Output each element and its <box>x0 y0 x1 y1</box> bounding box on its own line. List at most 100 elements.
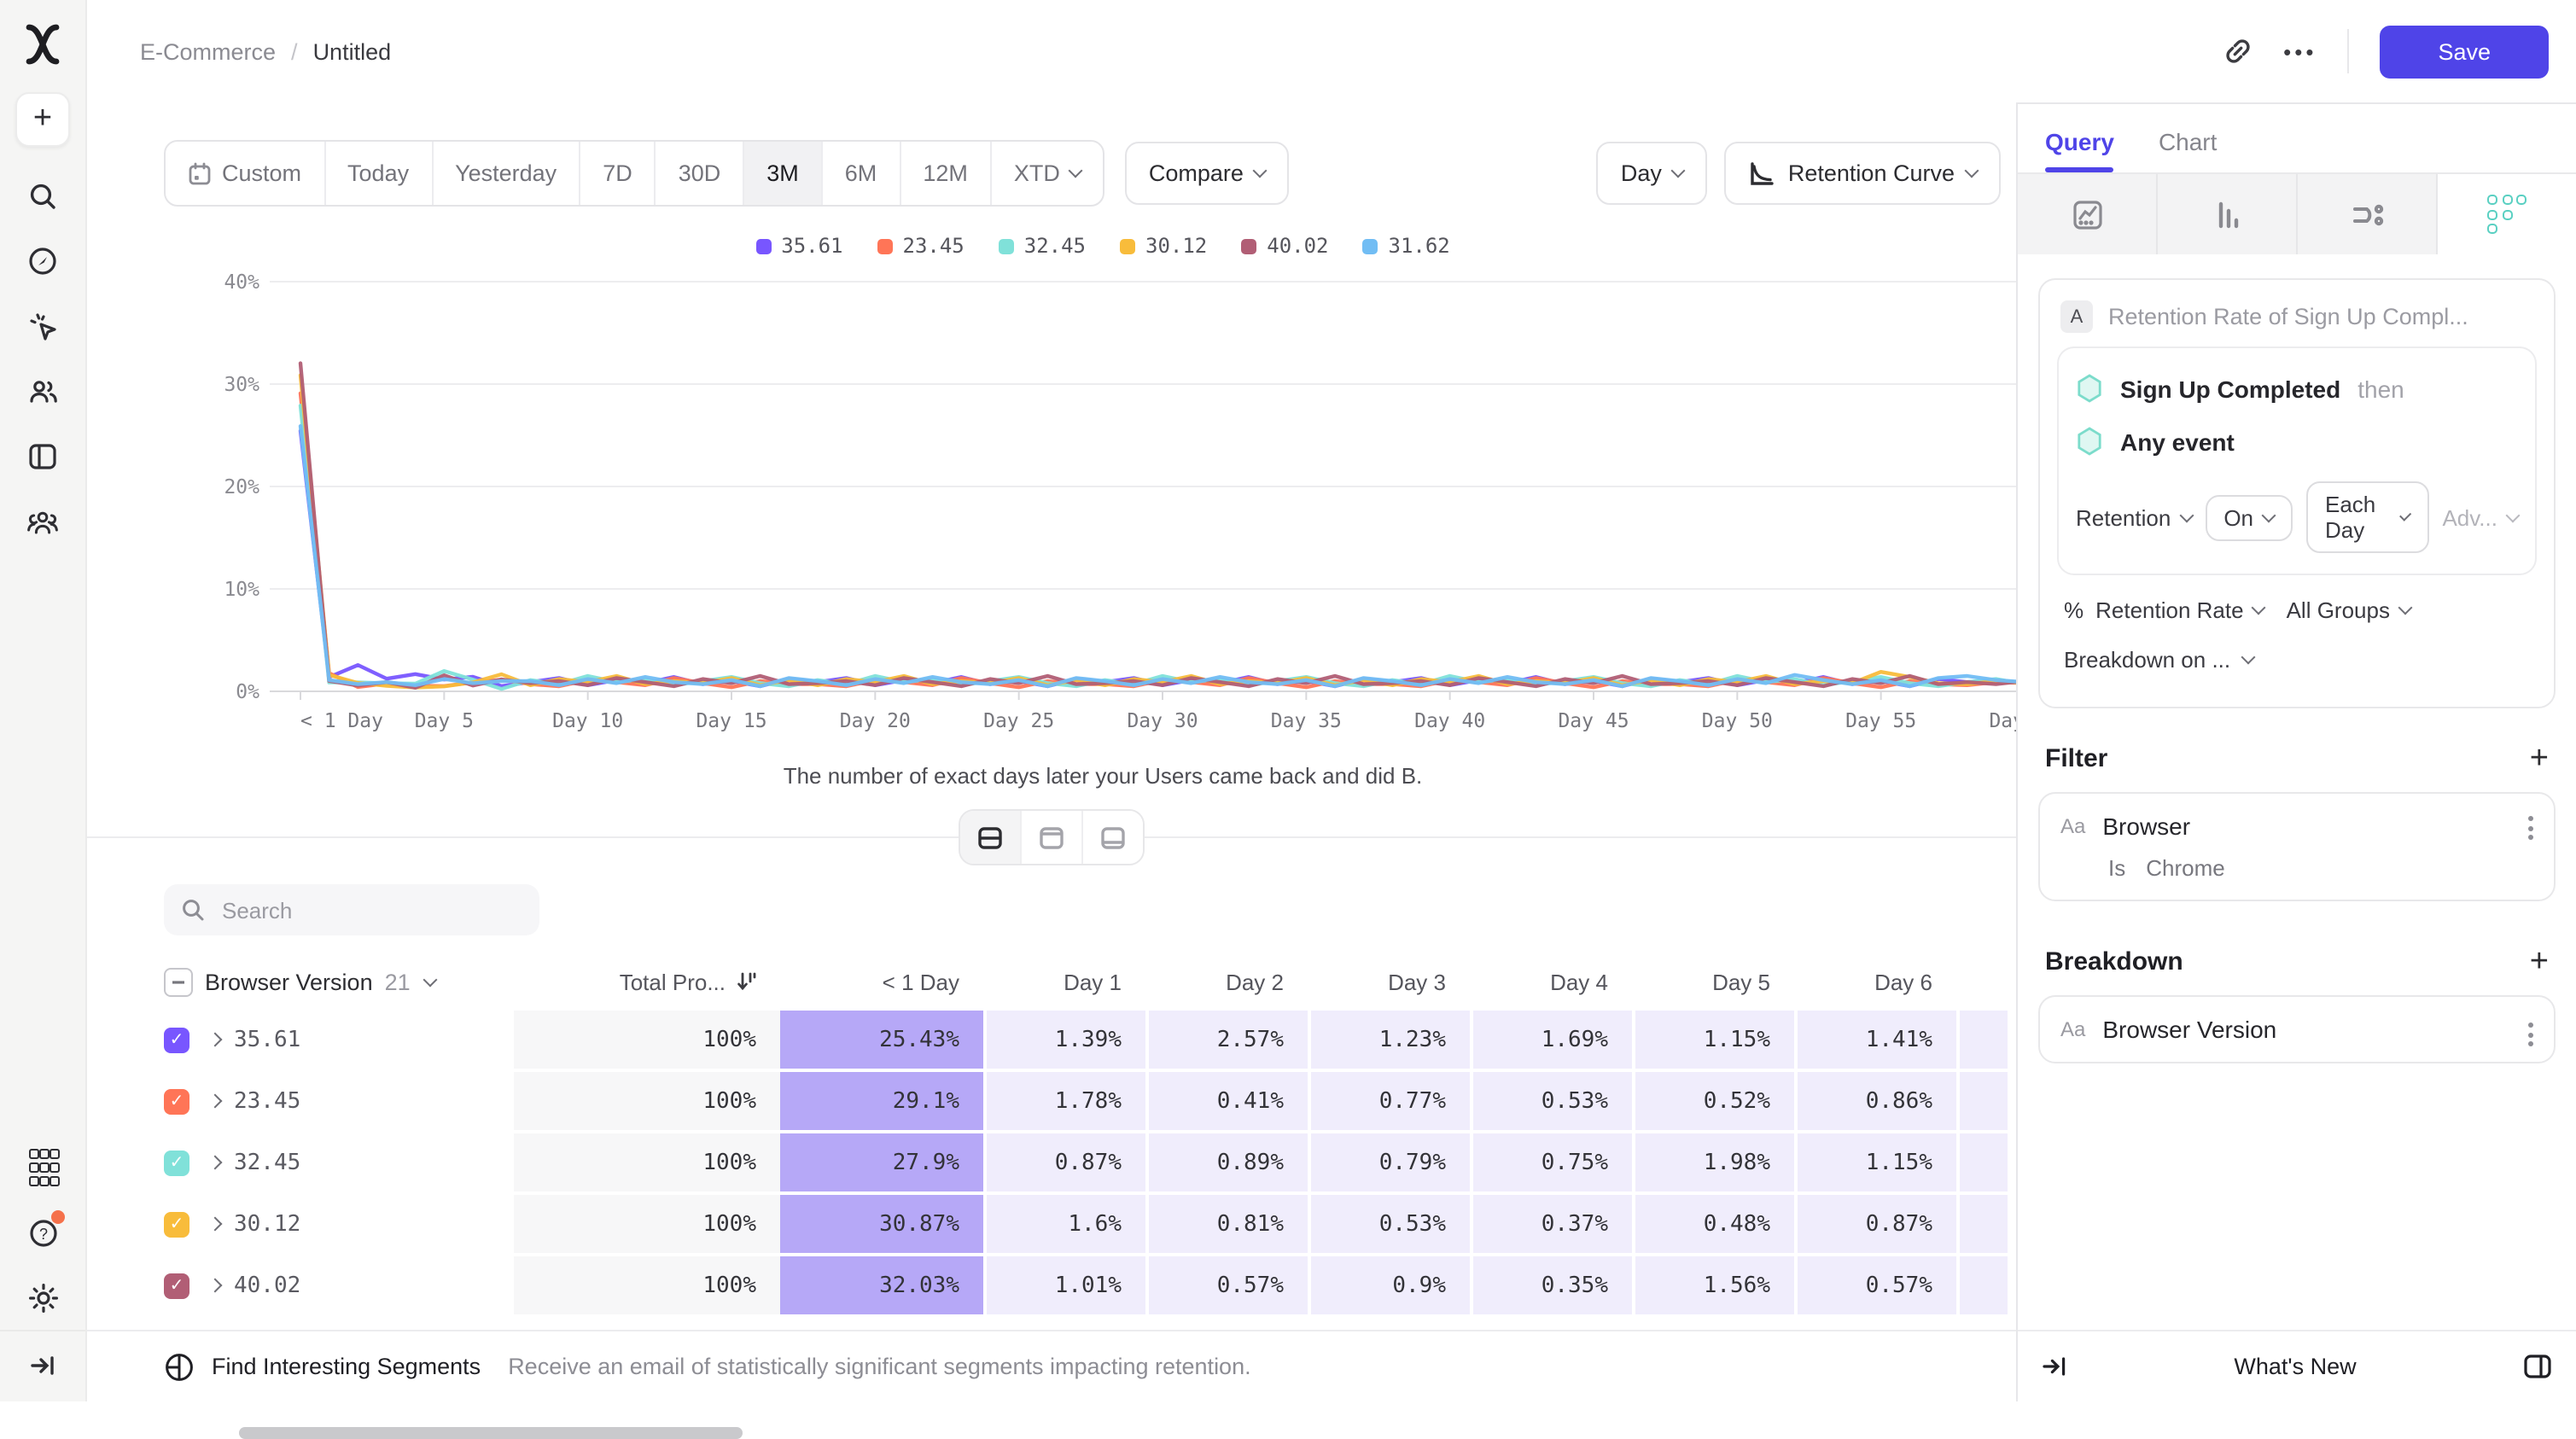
split-view-button[interactable] <box>960 811 1022 864</box>
retention-on-dropdown[interactable]: On <box>2205 494 2293 540</box>
tab-chart[interactable]: Chart <box>2158 128 2218 155</box>
retention-cell[interactable]: 1.78% <box>983 1072 1145 1130</box>
date-range-today[interactable]: Today <box>325 142 434 205</box>
retention-cell[interactable]: 1.39% <box>983 1011 1145 1069</box>
events-cursor-icon[interactable] <box>17 300 68 352</box>
tab-query[interactable]: Query <box>2045 128 2115 172</box>
series-line-30.12[interactable] <box>298 373 2027 690</box>
total-cell[interactable]: 100% <box>514 1011 780 1069</box>
funnels-report-icon[interactable] <box>2158 174 2298 254</box>
total-cell[interactable]: 100% <box>514 1256 780 1314</box>
horizontal-scrollbar[interactable] <box>239 1427 743 1439</box>
column-header[interactable]: Day 2 <box>1226 969 1284 994</box>
filter-value[interactable]: Chrome <box>2146 855 2225 881</box>
total-cell[interactable]: 100% <box>514 1072 780 1130</box>
retention-cell[interactable]: 0.37% <box>1470 1195 1632 1253</box>
step-birth-event[interactable]: Sign Up Completed then <box>2076 362 2518 415</box>
measure-dropdown[interactable]: Retention Rate <box>2095 597 2267 623</box>
retention-cell[interactable]: 0.57% <box>1794 1256 1956 1314</box>
column-header[interactable]: Day 4 <box>1550 969 1608 994</box>
row-checkbox[interactable]: ✓ <box>164 1211 189 1237</box>
find-segments-link[interactable]: Find Interesting Segments <box>212 1354 481 1379</box>
legend-item[interactable]: 30.12 <box>1120 234 1207 258</box>
table-only-view-button[interactable] <box>1083 811 1143 864</box>
series-line-35.61[interactable] <box>298 428 2027 689</box>
date-range-yesterday[interactable]: Yesterday <box>433 142 581 205</box>
discover-compass-icon[interactable] <box>17 236 68 287</box>
collapse-panel-icon[interactable] <box>2042 1355 2067 1378</box>
create-new-button[interactable]: + <box>15 92 70 147</box>
retention-cell[interactable]: 1.01% <box>983 1256 1145 1314</box>
apps-grid-icon[interactable] <box>17 1142 68 1193</box>
breadcrumb-report-title[interactable]: Untitled <box>312 38 392 64</box>
retention-cell[interactable]: 0.52% <box>1632 1072 1794 1130</box>
retention-cell[interactable]: 2.57% <box>1145 1011 1308 1069</box>
retention-cell[interactable]: 0.57% <box>1145 1256 1308 1314</box>
retention-cell[interactable]: 0.35% <box>1470 1256 1632 1314</box>
retention-cell[interactable]: 1.16% <box>1956 1256 2008 1314</box>
breakdown-kebab-icon[interactable] <box>2528 1022 2533 1046</box>
groups-dropdown[interactable]: All Groups <box>2287 597 2413 623</box>
retention-cell[interactable]: 1.15% <box>1632 1011 1794 1069</box>
expand-row-icon[interactable] <box>207 1155 223 1170</box>
column-header[interactable]: < 1 Day <box>882 969 959 994</box>
help-icon[interactable]: ? <box>17 1207 68 1258</box>
date-range-7d[interactable]: 7D <box>580 142 656 205</box>
retention-cell[interactable]: 0.77% <box>1308 1072 1470 1130</box>
retention-cell[interactable]: 0.86% <box>1794 1072 1956 1130</box>
series-line-31.62[interactable] <box>298 423 2027 689</box>
row-checkbox[interactable]: ✓ <box>164 1150 189 1175</box>
retention-cell[interactable]: 29.1% <box>780 1072 983 1130</box>
granularity-button[interactable]: Day <box>1596 142 1708 205</box>
legend-item[interactable]: 35.61 <box>755 234 843 258</box>
expand-row-icon[interactable] <box>207 1278 223 1293</box>
row-checkbox[interactable]: ✓ <box>164 1027 189 1052</box>
retention-cell[interactable]: 0.87% <box>983 1133 1145 1191</box>
chart-type-button[interactable]: Retention Curve <box>1724 142 2001 205</box>
total-cell[interactable]: 100% <box>514 1195 780 1253</box>
select-all-checkbox[interactable] <box>164 967 193 996</box>
retention-cell[interactable]: 0.89% <box>1145 1133 1308 1191</box>
filter-kebab-icon[interactable] <box>2528 816 2533 840</box>
expand-row-icon[interactable] <box>207 1093 223 1109</box>
advanced-dropdown[interactable]: Adv... <box>2442 504 2521 530</box>
compare-button[interactable]: Compare <box>1124 142 1290 205</box>
total-column-header[interactable]: Total Pro... <box>514 956 780 1007</box>
retention-cell[interactable]: 0.79% <box>1308 1133 1470 1191</box>
legend-item[interactable]: 23.45 <box>877 234 965 258</box>
retention-cell[interactable]: 0.75% <box>1470 1133 1632 1191</box>
row-checkbox[interactable]: ✓ <box>164 1273 189 1298</box>
total-cell[interactable]: 100% <box>514 1133 780 1191</box>
retention-cell[interactable]: 0.41% <box>1145 1072 1308 1130</box>
group-column-header[interactable]: Browser Version <box>205 969 373 994</box>
query-title[interactable]: Retention Rate of Sign Up Compl... <box>2108 304 2468 329</box>
expand-row-icon[interactable] <box>207 1032 223 1047</box>
retention-cell[interactable]: 1.23% <box>1308 1011 1470 1069</box>
date-range-xtd[interactable]: XTD <box>992 142 1103 205</box>
retention-cell[interactable]: 0.53% <box>1308 1195 1470 1253</box>
legend-item[interactable]: 40.02 <box>1241 234 1329 258</box>
search-input[interactable] <box>219 895 481 924</box>
filter-operator[interactable]: Is <box>2108 855 2126 881</box>
retention-cell[interactable]: 1.56% <box>1632 1256 1794 1314</box>
mixpanel-logo-icon[interactable] <box>24 24 61 65</box>
step-return-event[interactable]: Any event <box>2076 415 2518 468</box>
retention-cell[interactable]: 32.03% <box>780 1256 983 1314</box>
save-button[interactable]: Save <box>2380 25 2549 78</box>
retention-type-dropdown[interactable]: Retention <box>2076 504 2194 530</box>
legend-item[interactable]: 31.62 <box>1362 234 1450 258</box>
filter-card[interactable]: Aa Browser Is Chrome <box>2038 792 2556 901</box>
date-range-6m[interactable]: 6M <box>823 142 901 205</box>
each-day-dropdown[interactable]: Each Day <box>2306 481 2429 553</box>
column-header[interactable]: Day 3 <box>1388 969 1446 994</box>
retention-report-icon[interactable] <box>2438 174 2576 254</box>
breakdown-card[interactable]: Aa Browser Version <box>2038 995 2556 1063</box>
date-range-3m[interactable]: 3M <box>744 142 823 205</box>
series-line-23.45[interactable] <box>298 391 2027 690</box>
retention-cell[interactable]: 1.6% <box>983 1195 1145 1253</box>
retention-cell[interactable]: 1.69% <box>1470 1011 1632 1069</box>
series-line-40.02[interactable] <box>298 361 2027 690</box>
retention-cell[interactable]: 1.98% <box>1632 1133 1794 1191</box>
retention-cell[interactable]: 0.9% <box>1308 1256 1470 1314</box>
add-breakdown-button[interactable]: + <box>2529 944 2549 980</box>
